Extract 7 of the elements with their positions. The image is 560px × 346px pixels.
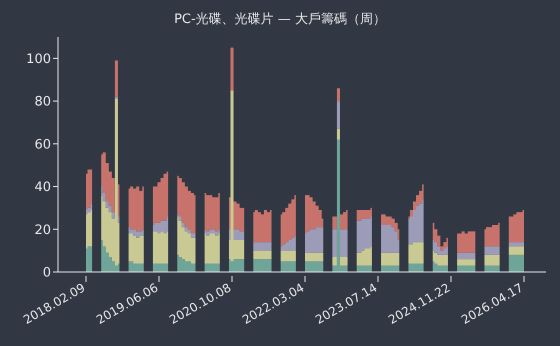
chart-title: PC-光碟、光碟片 — 大戶籌碼（周） — [173, 11, 387, 28]
y-tick-label: 100 — [26, 52, 51, 67]
y-tick-label: 20 — [34, 222, 51, 238]
y-tick-label: 40 — [34, 180, 51, 196]
y-tick-label: 0 — [42, 266, 51, 281]
y-tick-label: 80 — [34, 94, 51, 110]
y-tick-label: 60 — [34, 137, 51, 152]
